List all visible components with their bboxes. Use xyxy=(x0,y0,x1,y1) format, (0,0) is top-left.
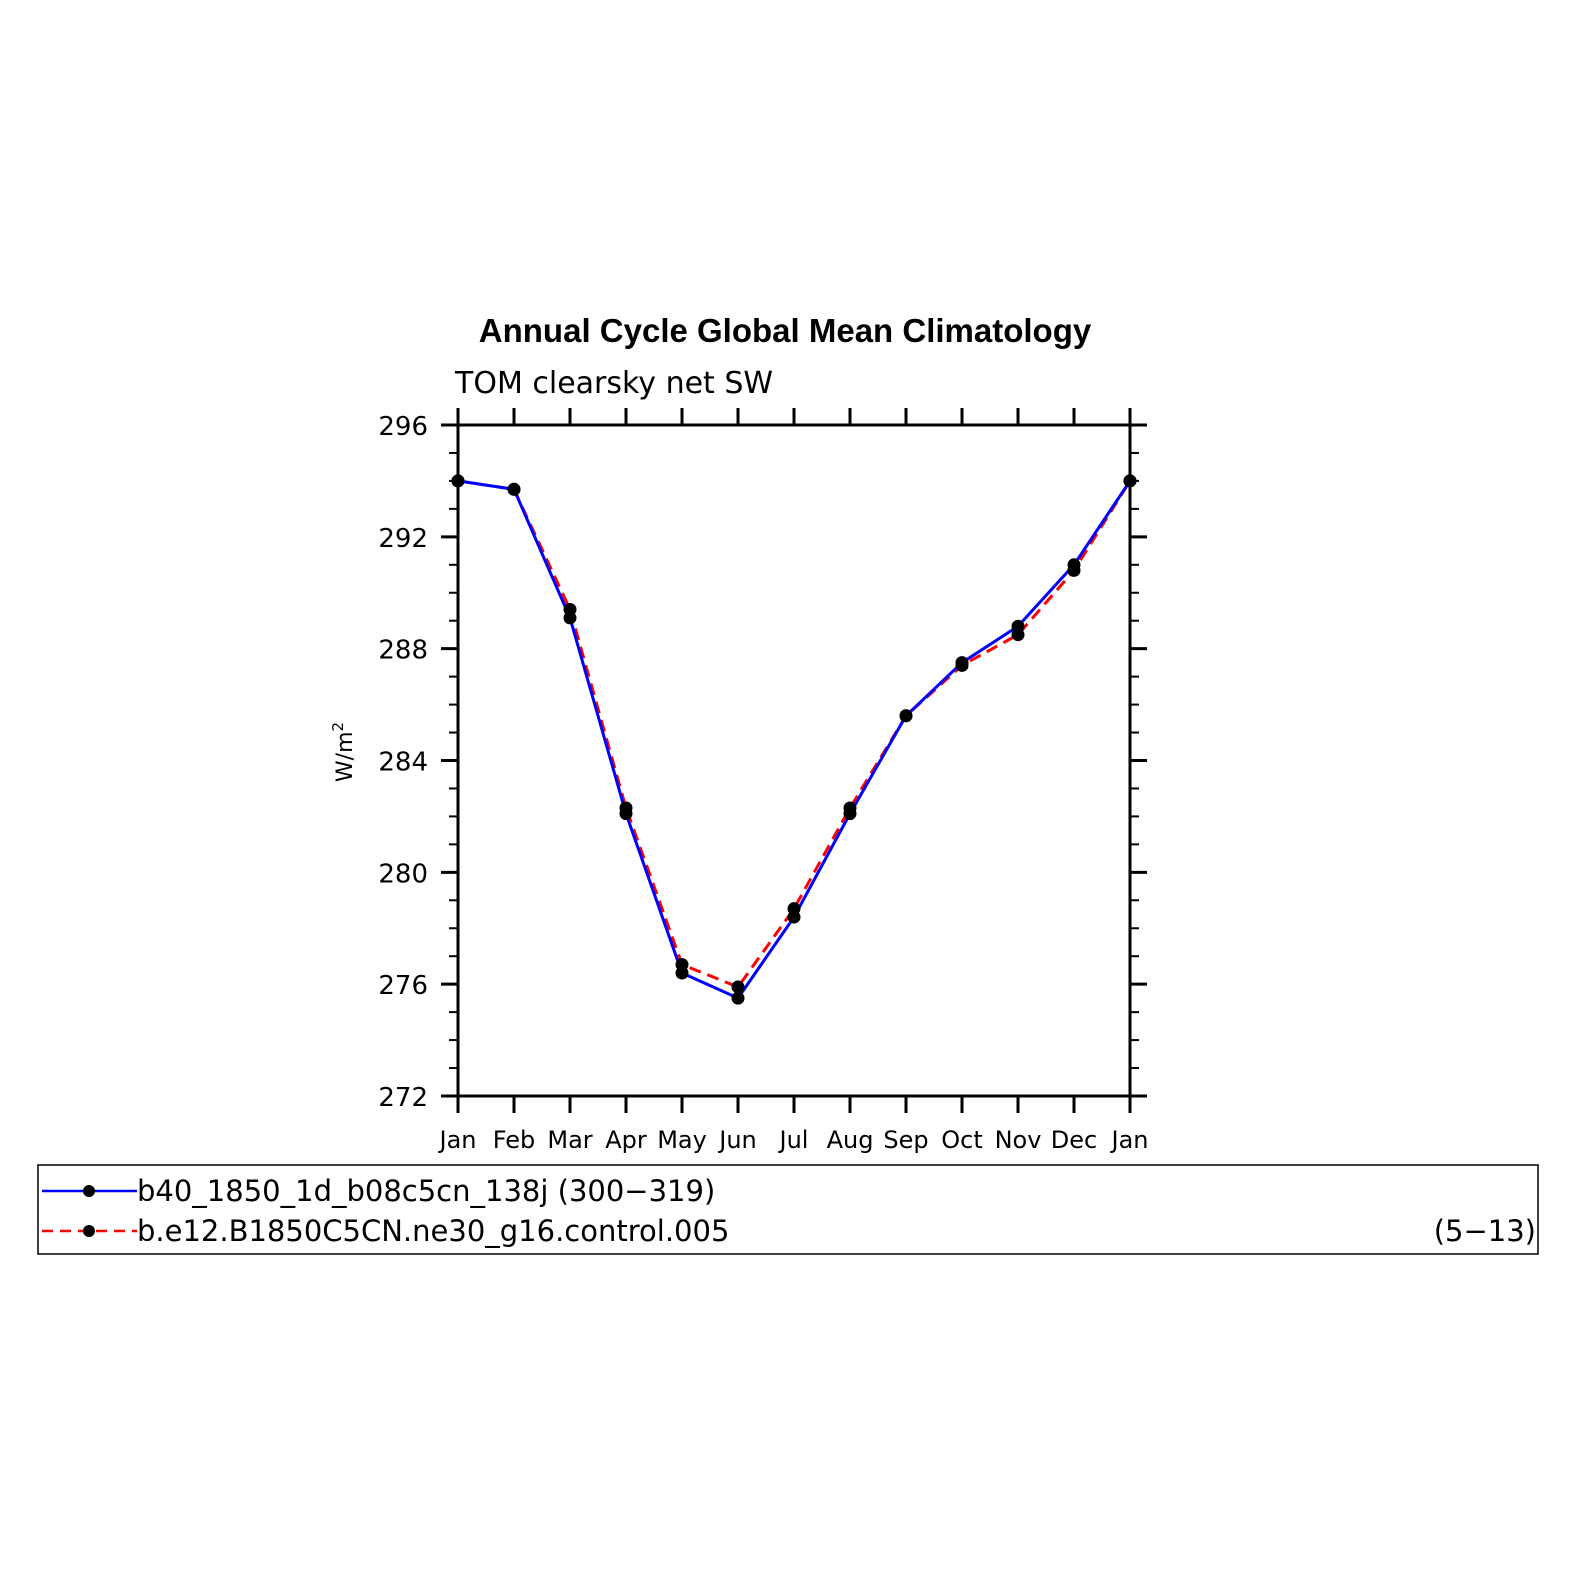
x-tick-label: Jan xyxy=(1110,1126,1149,1154)
data-point-series-1 xyxy=(1123,474,1137,488)
x-tick-label: May xyxy=(657,1126,707,1154)
x-tick-label: Dec xyxy=(1051,1126,1097,1154)
x-tick-label: Sep xyxy=(883,1126,928,1154)
plot-frame xyxy=(456,423,1132,1098)
y-tick-label: 296 xyxy=(378,412,428,442)
y-tick-label: 284 xyxy=(378,748,428,778)
legend: b40_1850_1d_b08c5cn_138j (300−319) b.e12… xyxy=(37,1164,1539,1255)
y-axis-label-text: W/m xyxy=(333,731,358,782)
y-tick-label: 272 xyxy=(378,1083,428,1113)
x-tick-label: Oct xyxy=(941,1126,983,1154)
legend-marker-series-1 xyxy=(83,1185,95,1197)
data-point-series-1 xyxy=(899,709,913,723)
data-point-series-1 xyxy=(731,991,745,1005)
y-tick-label: 288 xyxy=(378,636,428,666)
x-tick-label: Aug xyxy=(827,1126,874,1154)
x-tick-label: Apr xyxy=(605,1126,647,1154)
x-tick-label: Mar xyxy=(547,1126,592,1154)
legend-box xyxy=(37,1164,1539,1255)
chart-title: Annual Cycle Global Mean Climatology xyxy=(479,312,1092,349)
y-tick-label: 276 xyxy=(378,971,428,1001)
svg-text:W/m2: W/m2 xyxy=(329,722,358,782)
y-tick-label: 280 xyxy=(378,859,428,889)
data-point-series-1 xyxy=(451,474,465,488)
x-tick-label: Jan xyxy=(438,1126,477,1154)
y-tick-label: 292 xyxy=(378,524,428,554)
data-point-series-1 xyxy=(787,910,801,924)
data-point-series-2 xyxy=(731,980,745,994)
legend-label-series-1: b40_1850_1d_b08c5cn_138j (300−319) xyxy=(137,1174,715,1208)
axes: Jan Feb Mar Apr May Jun Jul Aug Sep Oct Nov Dec Jan 2… xyxy=(378,408,1149,1154)
y-axis-label: W/m2 xyxy=(329,722,358,782)
legend-marker-series-2 xyxy=(83,1225,95,1237)
x-tick-label: Feb xyxy=(493,1126,536,1154)
chart-subtitle: TOM clearsky net SW xyxy=(454,366,773,401)
y-axis-label-superscript: 2 xyxy=(329,722,347,732)
data-point-series-1 xyxy=(1011,619,1025,633)
x-tick-label: Nov xyxy=(995,1126,1042,1154)
data-point-series-1 xyxy=(563,611,577,625)
x-tick-label: Jul xyxy=(778,1126,809,1154)
plot-series xyxy=(451,474,1137,1005)
data-point-series-1 xyxy=(619,807,633,821)
legend-label-series-2: b.e12.B1850C5CN.ne30_g16.control.005 xyxy=(137,1214,729,1248)
data-point-series-1 xyxy=(843,807,857,821)
x-tick-label: Jun xyxy=(717,1126,757,1154)
data-point-series-1 xyxy=(507,482,521,496)
legend-years-series-2: (5−13) xyxy=(1434,1214,1536,1248)
data-point-series-1 xyxy=(955,656,969,670)
data-point-series-1 xyxy=(675,966,689,980)
data-point-series-1 xyxy=(1067,558,1081,572)
